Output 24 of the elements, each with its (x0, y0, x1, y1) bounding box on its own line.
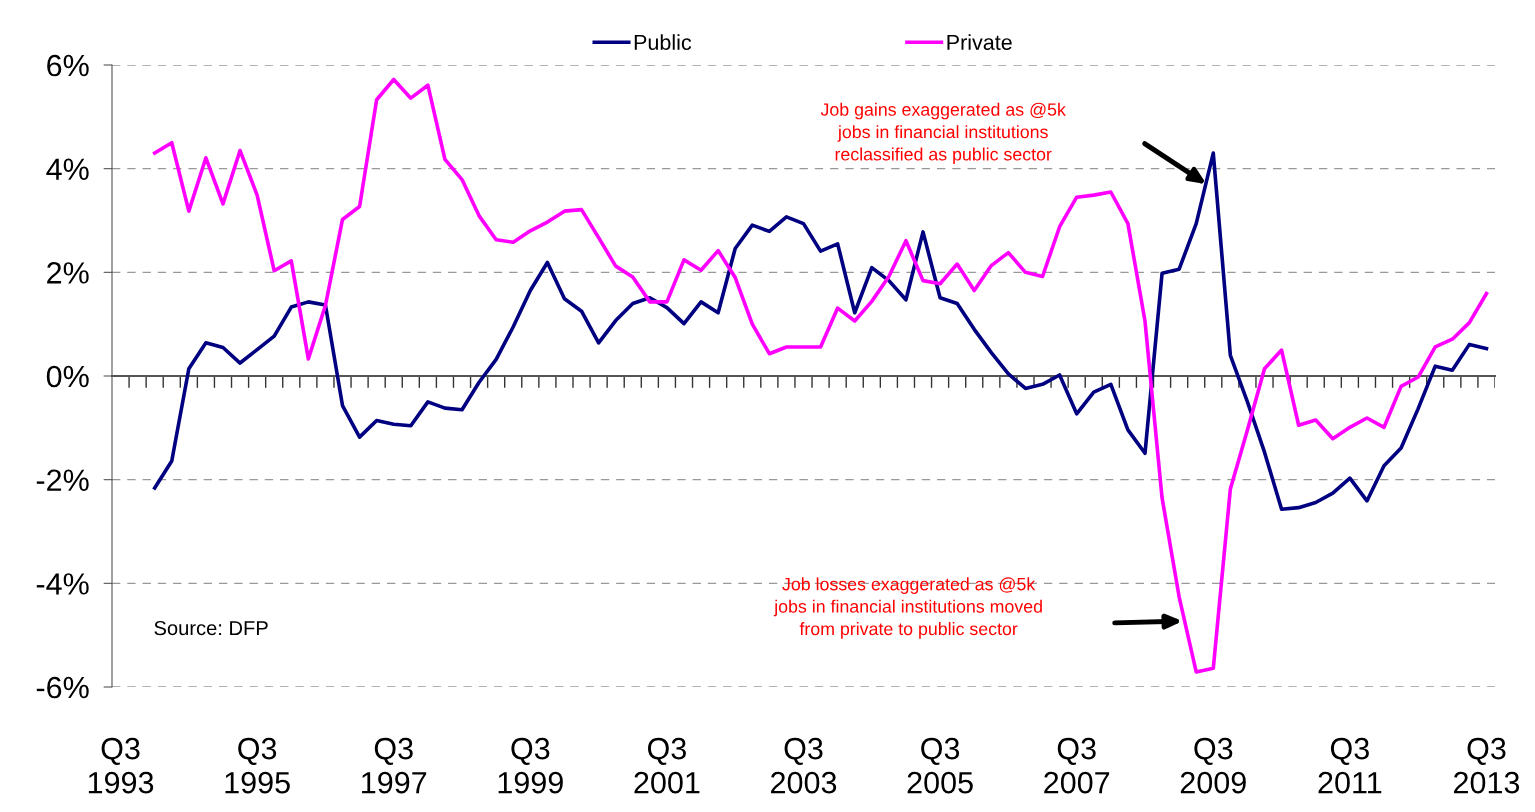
y-tick-label: 6% (47, 54, 89, 77)
x-tick-label: Q3 1993 (88, 737, 154, 794)
y-tick-label: -6% (36, 676, 89, 699)
x-tick-label: Q3 2001 (634, 737, 700, 794)
legend-label: Public (634, 34, 692, 50)
x-tick-label: Q3 2005 (907, 737, 973, 794)
x-tick-label: Q3 2011 (1318, 737, 1382, 794)
annotation: Job losses exaggerated as @5k jobs in financial institutions moved from private to public sector (773, 577, 1042, 639)
y-tick-label: -4% (36, 573, 89, 595)
x-tick-label: Q3 2009 (1180, 737, 1246, 794)
x-tick-label: Q3 1997 (362, 737, 427, 794)
y-tick-label: 0% (46, 365, 89, 388)
legend-label: Private (947, 34, 1012, 50)
x-tick-label: Q3 2013 (1454, 737, 1520, 794)
x-tick-label: Q3 1999 (498, 737, 563, 794)
x-tick-label: Q3 2003 (771, 737, 837, 794)
x-tick-label: Q3 2007 (1044, 737, 1110, 794)
annotation: Job gains exaggerated as @5k jobs in financial institutions reclassified as public sector (820, 102, 1066, 165)
y-tick-label: -2% (36, 469, 89, 491)
line-series (152, 77, 1489, 674)
y-tick-label: 2% (47, 262, 89, 284)
y-tick-label: 4% (46, 158, 89, 180)
annotation: Source: DFP (154, 620, 268, 636)
x-tick-label: Q3 1995 (225, 737, 290, 794)
